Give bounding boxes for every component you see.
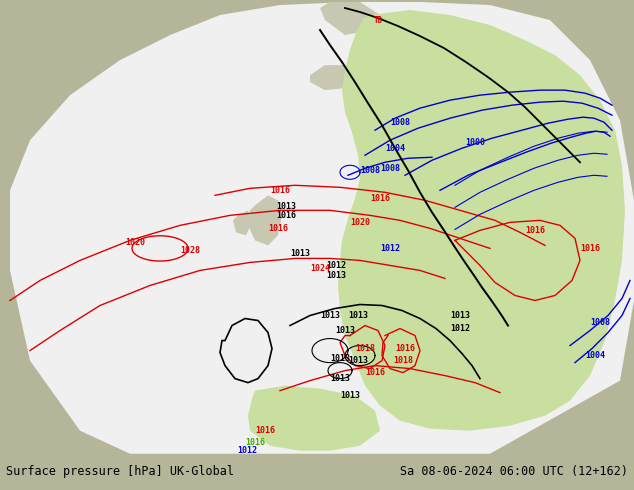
Text: 1016: 1016 bbox=[268, 224, 288, 233]
Text: 1013: 1013 bbox=[320, 311, 340, 320]
Text: 1008: 1008 bbox=[590, 318, 610, 327]
Text: 1008: 1008 bbox=[360, 166, 380, 175]
Text: TD: TD bbox=[373, 16, 383, 24]
Polygon shape bbox=[338, 10, 625, 431]
Text: 1016: 1016 bbox=[270, 186, 290, 195]
Polygon shape bbox=[320, 2, 380, 35]
Polygon shape bbox=[233, 210, 252, 235]
Text: 1013: 1013 bbox=[450, 311, 470, 320]
Text: 1013: 1013 bbox=[348, 311, 368, 320]
Text: 1016: 1016 bbox=[525, 226, 545, 235]
Text: 1028: 1028 bbox=[180, 246, 200, 255]
Text: 1016: 1016 bbox=[365, 368, 385, 377]
Polygon shape bbox=[10, 2, 634, 454]
Polygon shape bbox=[220, 318, 272, 383]
Text: Surface pressure [hPa] UK-Global: Surface pressure [hPa] UK-Global bbox=[6, 466, 235, 478]
Text: 1013: 1013 bbox=[330, 374, 350, 383]
Text: 1020: 1020 bbox=[350, 218, 370, 227]
Text: 1013: 1013 bbox=[335, 326, 355, 335]
Text: 1013: 1013 bbox=[330, 354, 350, 363]
Polygon shape bbox=[248, 386, 380, 451]
Text: 1013: 1013 bbox=[276, 202, 296, 211]
Polygon shape bbox=[248, 196, 282, 245]
Text: 1016: 1016 bbox=[395, 344, 415, 353]
Text: 1018: 1018 bbox=[393, 356, 413, 365]
Text: 1016: 1016 bbox=[370, 194, 390, 203]
Text: 1012: 1012 bbox=[326, 261, 346, 270]
Text: 1012: 1012 bbox=[380, 244, 400, 253]
Text: 1013: 1013 bbox=[326, 271, 346, 280]
Text: 1024: 1024 bbox=[310, 264, 330, 273]
Text: 1013: 1013 bbox=[290, 249, 310, 258]
Text: 1000: 1000 bbox=[465, 138, 485, 147]
Text: 1012: 1012 bbox=[450, 324, 470, 333]
Text: Sa 08-06-2024 06:00 UTC (12+162): Sa 08-06-2024 06:00 UTC (12+162) bbox=[399, 466, 628, 478]
Text: 1016: 1016 bbox=[255, 426, 275, 435]
Text: 1013: 1013 bbox=[340, 391, 360, 400]
Text: 1018: 1018 bbox=[355, 344, 375, 353]
Text: 1004: 1004 bbox=[585, 351, 605, 360]
Text: 1008: 1008 bbox=[380, 164, 400, 173]
Text: 1013: 1013 bbox=[348, 356, 368, 365]
Polygon shape bbox=[310, 65, 352, 90]
Text: 1016: 1016 bbox=[245, 438, 265, 447]
Text: 1020: 1020 bbox=[125, 238, 145, 247]
Text: 1016: 1016 bbox=[276, 211, 296, 220]
Text: 1012: 1012 bbox=[237, 446, 257, 455]
Text: 1008: 1008 bbox=[390, 118, 410, 127]
Text: 1004: 1004 bbox=[385, 144, 405, 153]
Text: 1016: 1016 bbox=[580, 244, 600, 253]
